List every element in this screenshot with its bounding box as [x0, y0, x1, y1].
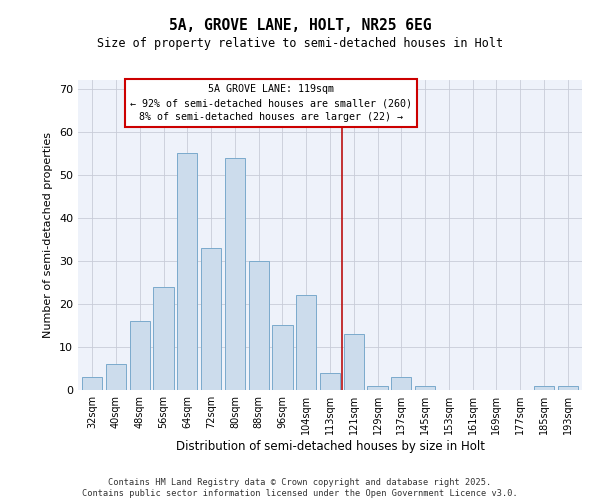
Bar	[367, 386, 388, 390]
Text: Contains HM Land Registry data © Crown copyright and database right 2025.
Contai: Contains HM Land Registry data © Crown c…	[82, 478, 518, 498]
Bar	[130, 321, 150, 390]
Bar	[154, 286, 173, 390]
Bar	[225, 158, 245, 390]
Y-axis label: Number of semi-detached properties: Number of semi-detached properties	[43, 132, 53, 338]
Bar	[344, 334, 364, 390]
Bar	[82, 377, 103, 390]
Bar	[557, 386, 578, 390]
Bar	[201, 248, 221, 390]
Bar	[391, 377, 412, 390]
Bar	[534, 386, 554, 390]
Text: Size of property relative to semi-detached houses in Holt: Size of property relative to semi-detach…	[97, 38, 503, 51]
Text: 5A, GROVE LANE, HOLT, NR25 6EG: 5A, GROVE LANE, HOLT, NR25 6EG	[169, 18, 431, 32]
Bar	[106, 364, 126, 390]
Bar	[296, 296, 316, 390]
Bar	[272, 326, 293, 390]
X-axis label: Distribution of semi-detached houses by size in Holt: Distribution of semi-detached houses by …	[176, 440, 485, 453]
Text: 5A GROVE LANE: 119sqm
← 92% of semi-detached houses are smaller (260)
8% of semi: 5A GROVE LANE: 119sqm ← 92% of semi-deta…	[130, 84, 412, 122]
Bar	[320, 373, 340, 390]
Bar	[248, 261, 269, 390]
Bar	[415, 386, 435, 390]
Bar	[177, 153, 197, 390]
